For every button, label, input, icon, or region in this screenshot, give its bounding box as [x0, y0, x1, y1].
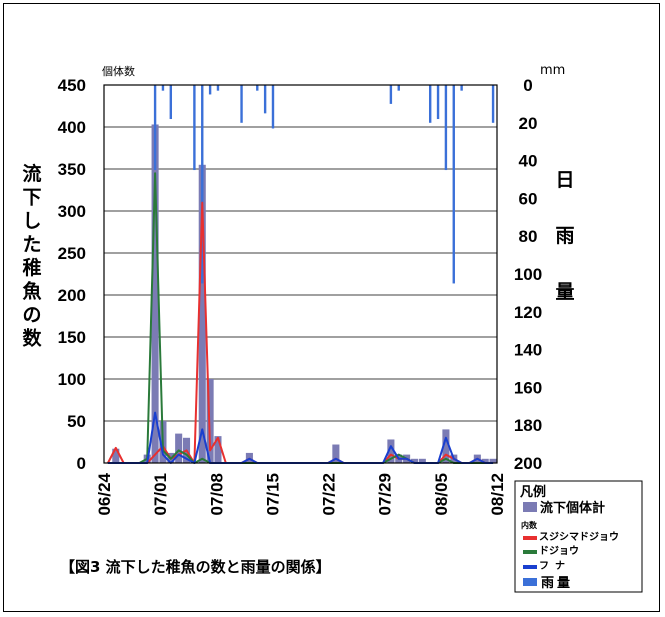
bar-rain	[389, 85, 393, 104]
bar-total	[418, 458, 426, 463]
x-tick-label: 07/01	[151, 473, 170, 516]
bar-total	[112, 448, 120, 463]
right-tick-label: 80	[519, 227, 538, 246]
line-series-2	[107, 172, 494, 464]
bar-rain	[397, 85, 400, 91]
legend-title: 凡例	[520, 484, 546, 500]
right-axis-title: 日雨量	[555, 169, 574, 303]
right-tick-label: 0	[523, 76, 532, 95]
legend-swatch-total	[523, 502, 537, 512]
bar-rain	[161, 85, 165, 91]
bar-total	[175, 433, 183, 463]
chart-frame	[3, 3, 660, 612]
chart-caption: 【図3 流下した稚魚の数と雨量の関係】	[60, 558, 331, 576]
left-tick-label: 0	[77, 454, 86, 473]
series-lines	[107, 172, 494, 464]
left-tick-label: 150	[58, 328, 86, 347]
x-tick-label: 07/29	[376, 473, 395, 516]
bar-total	[198, 164, 206, 464]
left-tick-label: 350	[58, 160, 86, 179]
legend-swatch-funa	[523, 565, 537, 569]
left-tick-label: 400	[58, 118, 86, 137]
left-tick-label: 50	[67, 412, 86, 431]
left-tick-label: 200	[58, 286, 86, 305]
bar-rain	[193, 85, 196, 171]
bar-rain	[460, 85, 463, 91]
bar-rain	[208, 85, 212, 95]
legend-item-total: 流下個体計	[540, 500, 605, 516]
right-tick-label: 100	[514, 265, 542, 284]
bar-rain	[240, 85, 243, 123]
right-tick-label: 40	[519, 152, 538, 171]
plot-area	[103, 84, 498, 464]
bar-rain	[452, 85, 455, 284]
x-tick-label: 08/12	[488, 473, 507, 516]
bar-rain	[263, 85, 267, 114]
x-axis-ticks: 06/24 07/01 07/08 07/15 07/22 07/29 08/05 08/12	[95, 472, 507, 515]
right-tick-label: 20	[519, 114, 538, 133]
bar-total	[410, 458, 419, 463]
legend-item-dojou: ドジョウ	[539, 545, 579, 557]
legend-swatch-sujishima	[523, 536, 537, 540]
bar-total	[214, 436, 222, 463]
bar-rain	[169, 85, 173, 120]
bar-rain	[271, 85, 275, 129]
left-axis-title: 流下した稚魚の数	[22, 162, 42, 350]
bar-rain	[256, 85, 259, 91]
bar-total	[387, 439, 395, 463]
bar-rain	[153, 85, 157, 171]
left-tick-label: 250	[58, 244, 86, 263]
bar-rain	[436, 85, 440, 120]
gridlines	[104, 84, 497, 464]
left-tick-label: 450	[58, 76, 86, 95]
x-tick-label: 06/24	[95, 472, 114, 515]
right-tick-label: 180	[514, 416, 542, 435]
legend-item-rain: 雨量	[541, 576, 573, 591]
bar-rain	[491, 85, 495, 123]
legend-swatch-rain	[523, 578, 537, 586]
bar-rain	[216, 85, 220, 91]
legend-swatch-dojou	[523, 550, 537, 554]
x-tick-label: 07/08	[207, 473, 226, 516]
right-unit-label: mm	[540, 63, 565, 78]
x-tick-label: 07/15	[263, 473, 282, 516]
bar-total	[481, 458, 489, 463]
bar-total	[442, 429, 450, 463]
right-axis-title-text: 日雨量	[555, 169, 574, 303]
right-tick-label: 60	[519, 189, 538, 208]
right-tick-label: 140	[514, 341, 542, 360]
left-axis-title-text: 流下した稚魚の数	[22, 162, 42, 350]
x-tick-label: 07/22	[320, 473, 339, 516]
rainfall-bars	[153, 85, 495, 284]
total-fry-bars	[112, 124, 497, 464]
legend-item-funa: フナ	[539, 560, 571, 572]
right-axis-ticks: 0 20 40 60 80 100 120 140 160 180 200	[514, 76, 542, 473]
bar-total	[151, 124, 159, 463]
bar-rain	[428, 85, 432, 123]
legend-item-sujishima: スジシマドジョウ	[539, 531, 619, 543]
left-tick-label: 300	[58, 202, 86, 221]
left-unit-label: 個体数	[102, 64, 135, 78]
legend: 凡例 流下個体計 内数 スジシマドジョウ ドジョウ フナ 雨量	[514, 480, 643, 593]
left-tick-label: 100	[58, 370, 86, 389]
right-tick-label: 160	[514, 378, 542, 397]
right-tick-label: 120	[514, 303, 542, 322]
right-tick-label: 200	[514, 454, 542, 473]
left-axis-ticks: 0 50 100 150 200 250 300 350 400 450	[58, 76, 86, 473]
x-tick-label: 08/05	[432, 473, 451, 516]
legend-sub-label: 内数	[521, 520, 538, 530]
bar-total	[489, 458, 497, 463]
bar-rain	[444, 85, 448, 171]
bar-total	[332, 444, 340, 463]
bar-rain	[201, 85, 204, 284]
